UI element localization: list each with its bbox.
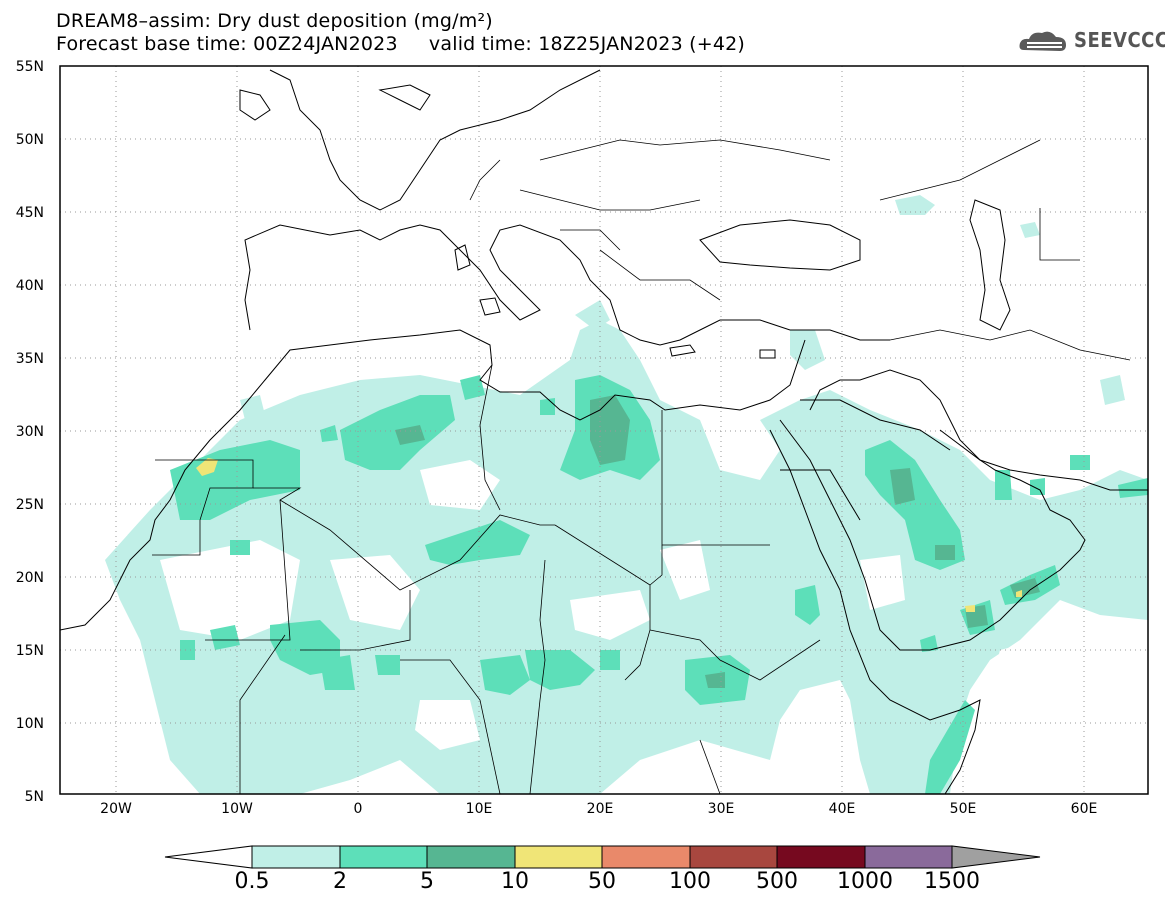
lat-tick-label: 5N xyxy=(25,789,44,805)
legend-swatch xyxy=(251,845,341,869)
lon-tick-label: 40E xyxy=(829,801,856,817)
lat-tick-label: 50N xyxy=(16,132,44,148)
logo-text: SEEVCCC xyxy=(1074,28,1165,52)
lon-tick-label: 10E xyxy=(466,801,493,817)
legend-swatch xyxy=(601,845,691,869)
legend-swatch xyxy=(776,845,866,869)
forecast-time-info: Forecast base time: 00Z24JAN2023 valid t… xyxy=(56,33,746,55)
legend-swatch xyxy=(864,845,953,869)
lon-tick-label: 50E xyxy=(950,801,977,817)
lon-axis: 20W 10W 0 10E 20E 30E 40E 50E 60E xyxy=(100,801,1097,817)
lat-tick-label: 15N xyxy=(16,643,44,659)
legend-swatch xyxy=(426,845,516,869)
chart-title: DREAM8–assim: Dry dust deposition (mg/m²… xyxy=(56,10,493,32)
legend-level-label: 50 xyxy=(588,869,616,894)
coastlines xyxy=(60,69,1148,794)
lat-tick-label: 30N xyxy=(16,424,44,440)
legend-level-label: 500 xyxy=(756,869,798,894)
lon-tick-label: 30E xyxy=(708,801,735,817)
lat-tick-label: 25N xyxy=(16,497,44,513)
legend-level-label: 0.5 xyxy=(234,869,270,894)
dust-deposition-field xyxy=(105,195,1148,794)
lat-tick-label: 45N xyxy=(16,205,44,221)
lon-tick-label: 20E xyxy=(587,801,614,817)
color-legend xyxy=(164,845,1041,869)
legend-swatch xyxy=(689,845,778,869)
cloud-logo-icon xyxy=(1019,31,1066,51)
lat-tick-label: 55N xyxy=(16,59,44,75)
legend-level-label: 10 xyxy=(501,869,529,894)
lat-tick-label: 10N xyxy=(16,716,44,732)
lon-tick-label: 20W xyxy=(100,801,132,817)
lat-tick-label: 35N xyxy=(16,351,44,367)
lat-axis: 55N 50N 45N 40N 35N 30N 25N 20N 15N 10N … xyxy=(16,59,44,805)
legend-swatch xyxy=(514,845,603,869)
legend-level-label: 2 xyxy=(333,869,347,894)
lon-tick-label: 0 xyxy=(354,801,363,817)
country-borders xyxy=(152,139,1131,794)
legend-level-label: 1000 xyxy=(837,869,893,894)
legend-level-label: 100 xyxy=(669,869,711,894)
lat-tick-label: 20N xyxy=(16,570,44,586)
lon-tick-label: 10W xyxy=(221,801,253,817)
legend-swatch xyxy=(339,845,428,869)
legend-arrow-high xyxy=(951,845,1041,869)
legend-arrow-low xyxy=(164,845,253,869)
lat-tick-label: 40N xyxy=(16,278,44,294)
lon-tick-label: 60E xyxy=(1071,801,1098,817)
legend-level-label: 1500 xyxy=(924,869,980,894)
plot-frame xyxy=(59,65,1149,795)
legend-level-label: 5 xyxy=(420,869,434,894)
